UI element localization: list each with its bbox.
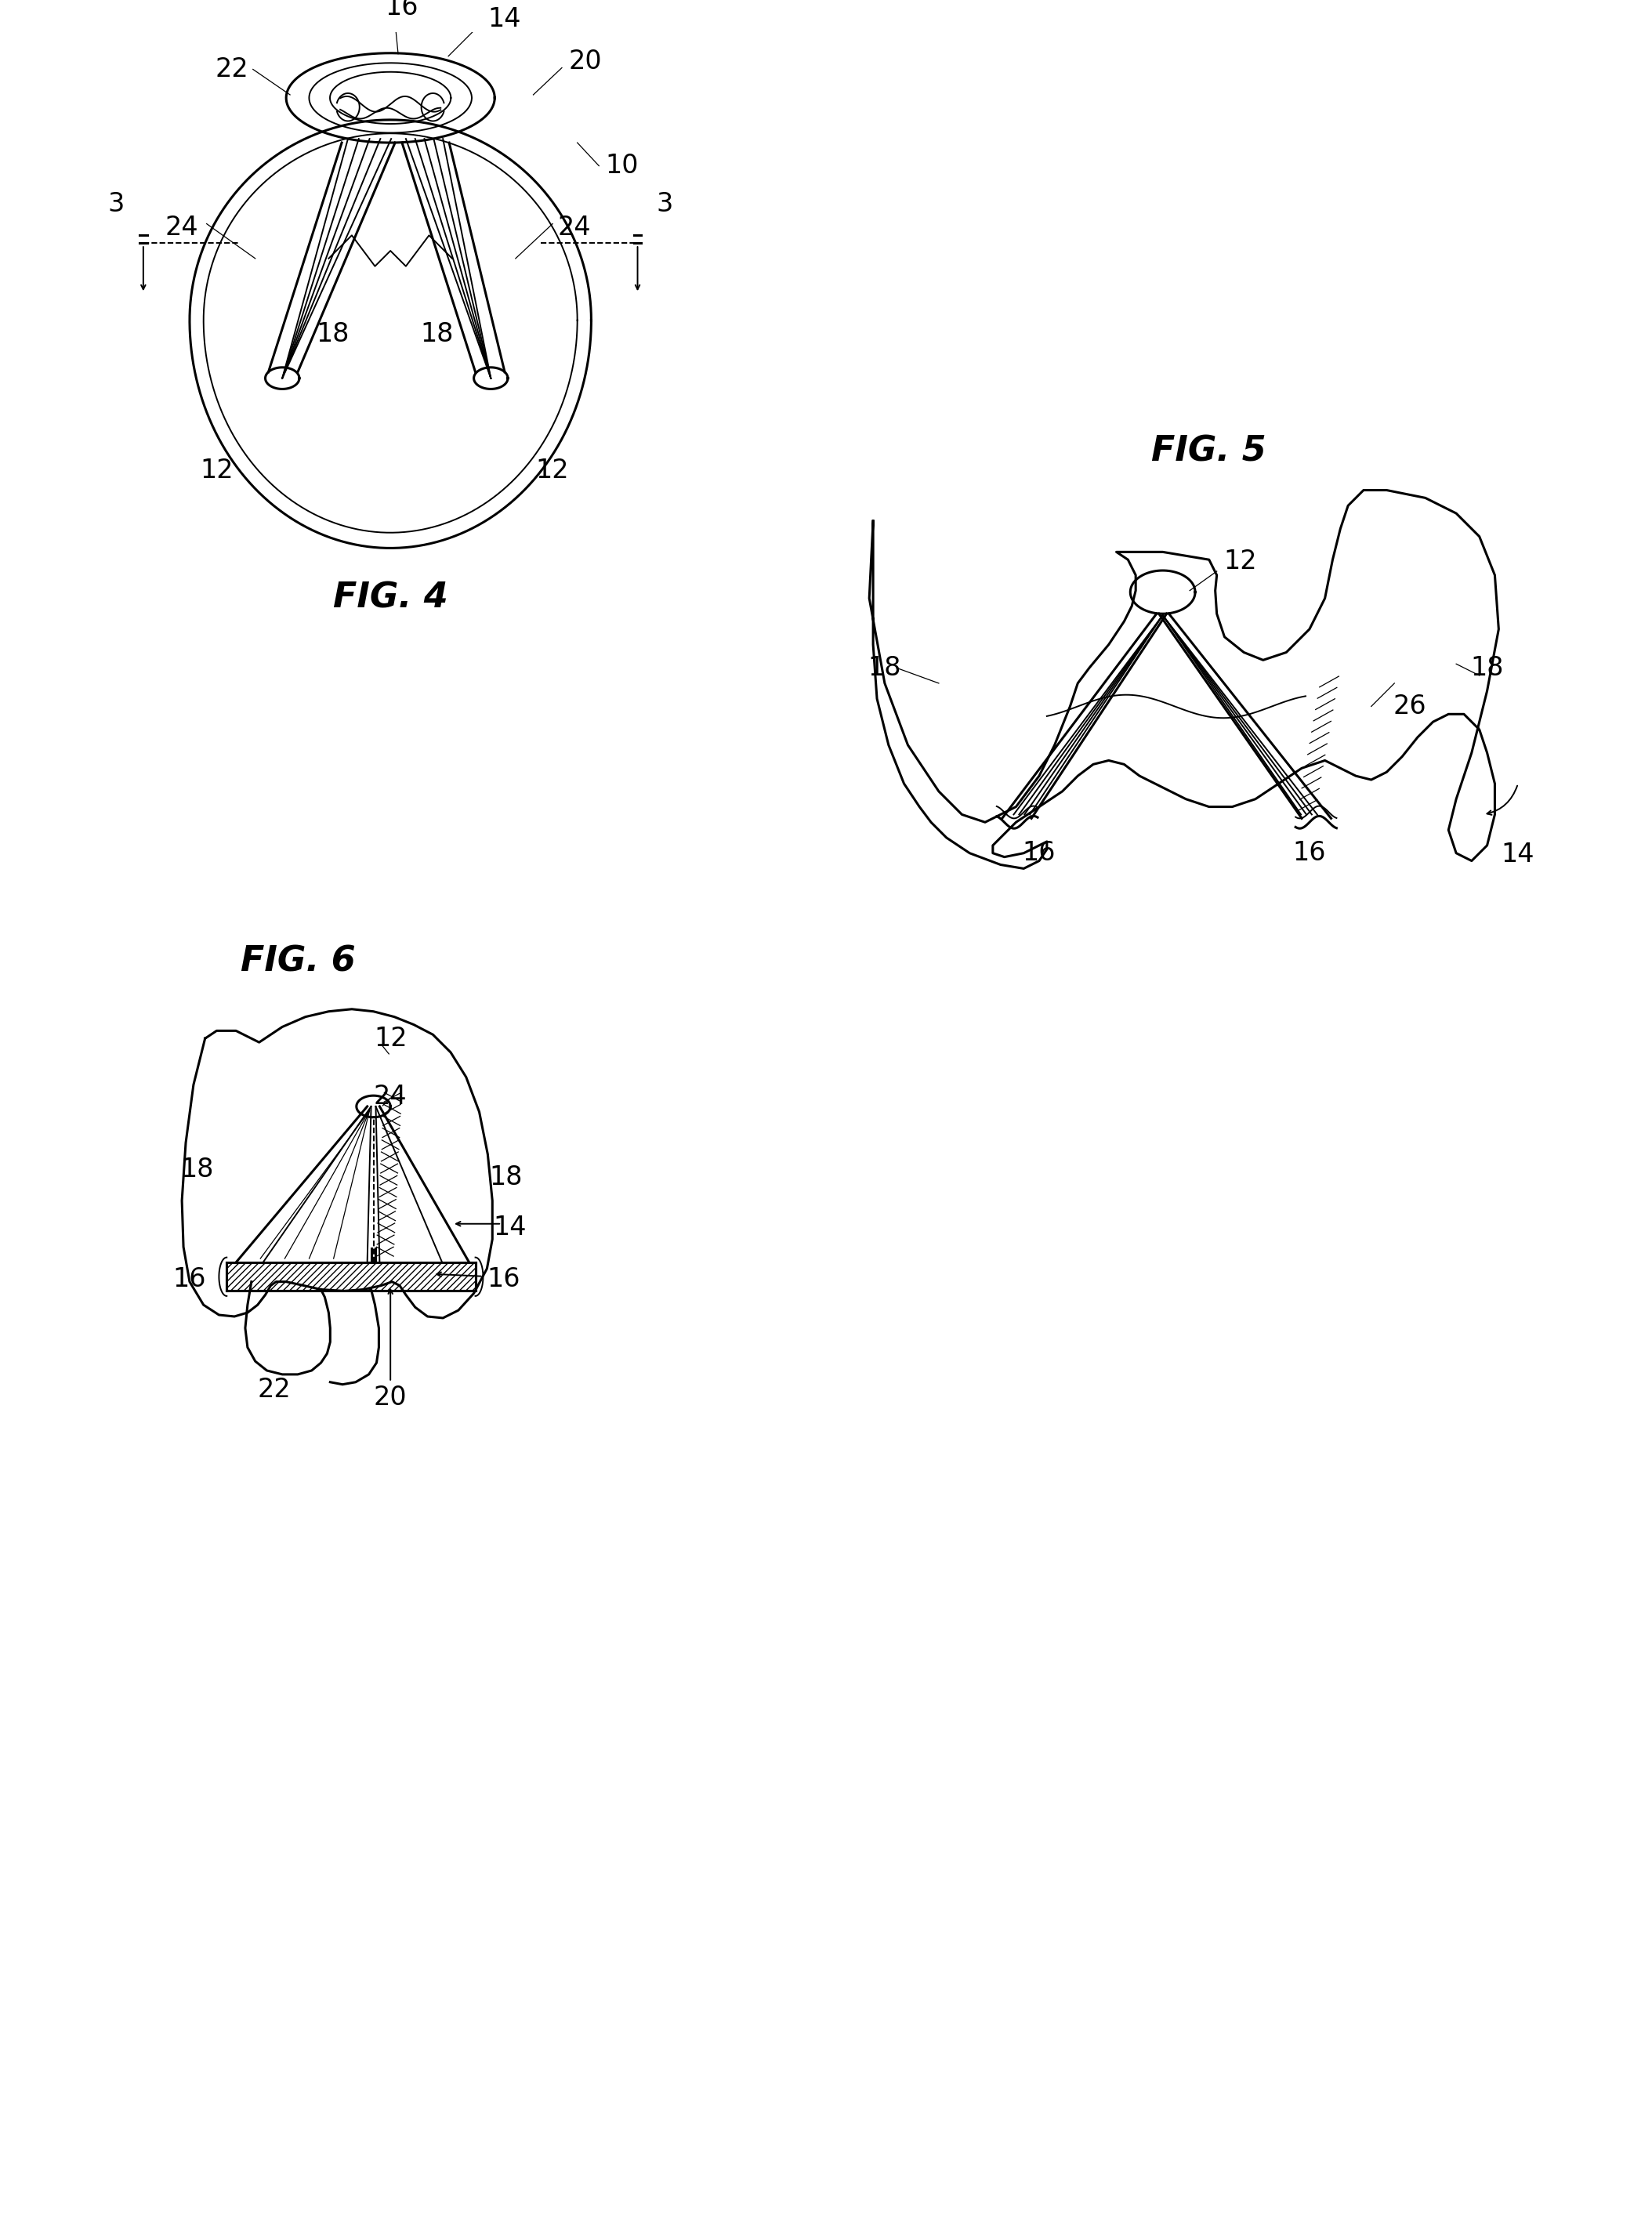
Text: 20: 20: [373, 1385, 406, 1410]
Text: FIG. 4: FIG. 4: [334, 582, 448, 615]
Text: 16: 16: [385, 0, 418, 20]
Text: 18: 18: [316, 322, 349, 346]
Text: 22: 22: [258, 1376, 291, 1403]
Text: 3: 3: [656, 191, 672, 218]
FancyBboxPatch shape: [226, 1263, 476, 1292]
Text: 12: 12: [1222, 548, 1257, 575]
Text: 12: 12: [200, 457, 233, 484]
Text: 16: 16: [487, 1265, 520, 1292]
Text: 16: 16: [1023, 839, 1056, 866]
Text: 18: 18: [867, 655, 902, 682]
Text: 16: 16: [1294, 839, 1327, 866]
Text: 12: 12: [535, 457, 570, 484]
Text: 26: 26: [1393, 693, 1427, 719]
Text: 24: 24: [165, 215, 198, 240]
Text: 12: 12: [373, 1026, 406, 1052]
Text: 18: 18: [180, 1157, 215, 1183]
Text: 18: 18: [489, 1166, 524, 1190]
Text: 14: 14: [487, 7, 522, 31]
Text: 14: 14: [494, 1214, 527, 1241]
Text: FIG. 6: FIG. 6: [240, 943, 355, 979]
Text: 24: 24: [557, 215, 591, 240]
Text: 10: 10: [606, 153, 639, 180]
Text: 18: 18: [1470, 655, 1503, 682]
Text: 16: 16: [173, 1265, 206, 1292]
Text: 3: 3: [107, 191, 124, 218]
Text: 18: 18: [420, 322, 453, 346]
Text: 14: 14: [1502, 841, 1535, 868]
Text: 24: 24: [373, 1083, 406, 1110]
Text: 20: 20: [568, 49, 601, 75]
Text: 22: 22: [215, 56, 249, 82]
Text: FIG. 5: FIG. 5: [1151, 435, 1267, 468]
